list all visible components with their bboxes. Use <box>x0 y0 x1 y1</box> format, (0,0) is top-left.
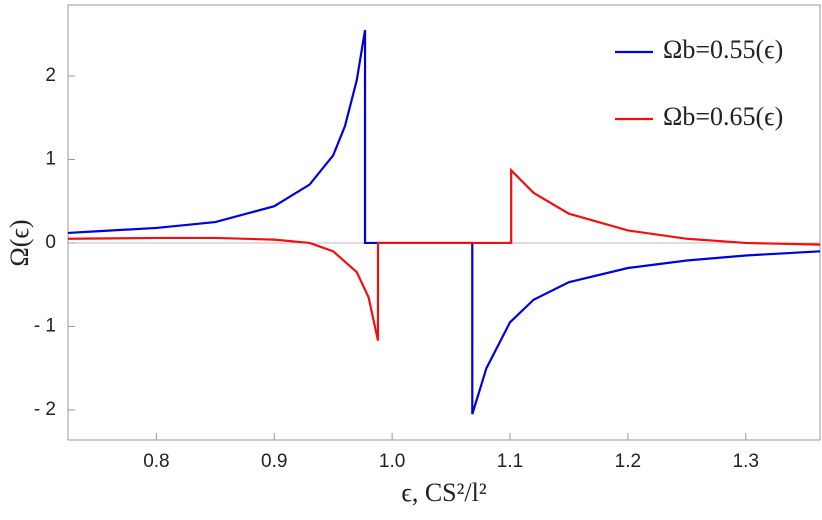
x-tick-label: 1.3 <box>733 451 759 472</box>
x-tick-label: 0.9 <box>261 451 287 472</box>
y-tick-label: - 1 <box>34 315 56 336</box>
series-line <box>67 29 821 415</box>
x-tick-label: 1.1 <box>497 451 523 472</box>
x-tick-label: 1.2 <box>615 451 641 472</box>
x-axis-label: ϵ, CS²/l² <box>401 478 487 507</box>
y-tick-label: 1 <box>45 148 56 169</box>
y-tick-label: 0 <box>45 232 56 253</box>
y-tick-label: - 2 <box>34 399 56 420</box>
x-tick-label: 1.0 <box>379 451 405 472</box>
x-tick-label: 0.8 <box>143 451 169 472</box>
y-tick-label: 2 <box>45 65 56 86</box>
y-axis-label: Ω(ϵ) <box>5 219 34 266</box>
legend-label: Ωb=0.55(ϵ) <box>663 35 783 64</box>
series-line <box>67 167 821 341</box>
plot-frame <box>67 4 821 441</box>
legend-label: Ωb=0.65(ϵ) <box>663 102 783 131</box>
